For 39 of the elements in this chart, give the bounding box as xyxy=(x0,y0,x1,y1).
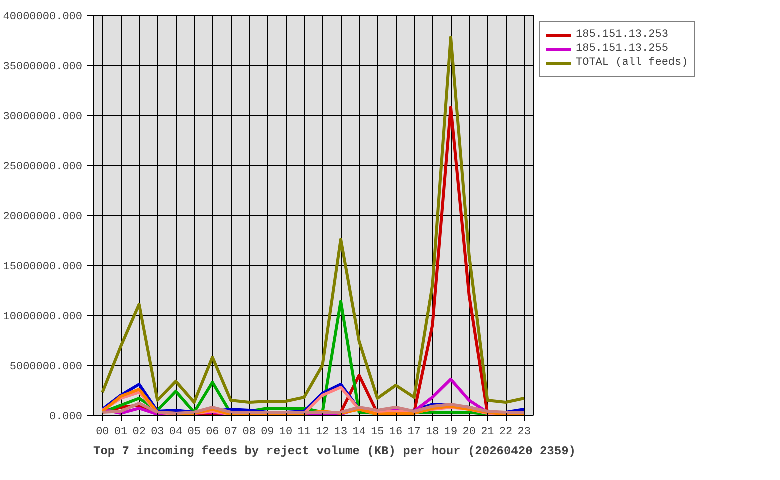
x-tick-label: 05 xyxy=(188,426,201,438)
x-tick-label: 06 xyxy=(206,426,220,438)
y-tick-label: 35000000.000 xyxy=(3,62,83,74)
x-tick-label: 14 xyxy=(352,426,366,438)
x-tick-label: 19 xyxy=(444,426,458,438)
x-tick-label: 03 xyxy=(151,426,164,438)
y-tick-label: 30000000.000 xyxy=(3,112,83,124)
x-tick-label: 21 xyxy=(481,426,495,438)
y-tick-label: 20000000.000 xyxy=(3,212,83,224)
x-tick-label: 09 xyxy=(261,426,274,438)
x-tick-label: 23 xyxy=(518,426,531,438)
x-tick-label: 01 xyxy=(114,426,128,438)
x-tick-label: 10 xyxy=(279,426,293,438)
x-tick-label: 12 xyxy=(316,426,330,438)
legend-label: 185.151.13.255 xyxy=(576,42,668,56)
x-tick-label: 00 xyxy=(96,426,110,438)
x-tick-label: 22 xyxy=(499,426,513,438)
x-tick-label: 18 xyxy=(426,426,440,438)
y-tick-label: 0.000 xyxy=(49,412,83,424)
legend-label: 185.151.13.253 xyxy=(576,28,668,42)
x-tick-label: 11 xyxy=(298,426,312,438)
legend-label: TOTAL (all feeds) xyxy=(576,56,688,70)
x-tick-label: 04 xyxy=(169,426,183,438)
x-tick-label: 17 xyxy=(408,426,421,438)
y-tick-label: 15000000.000 xyxy=(3,262,83,274)
y-tick-label: 25000000.000 xyxy=(3,162,83,174)
y-tick-label: 40000000.000 xyxy=(3,12,83,24)
x-tick-label: 16 xyxy=(389,426,403,438)
text: Top 7 incoming feeds by reject volume (KB) per hour (20260420 2359) xyxy=(94,444,576,458)
x-tick-label: 07 xyxy=(224,426,238,438)
x-tick-label: 15 xyxy=(371,426,384,438)
line-series xyxy=(101,36,526,404)
line-series xyxy=(101,402,526,415)
x-tick-label: 13 xyxy=(334,426,348,438)
x-tick-label: 02 xyxy=(132,426,146,438)
y-tick-label: 10000000.000 xyxy=(3,312,83,324)
x-tick-label: 20 xyxy=(462,426,476,438)
x-tick-label: 08 xyxy=(242,426,256,438)
y-tick-label: 5000000.000 xyxy=(10,362,83,374)
